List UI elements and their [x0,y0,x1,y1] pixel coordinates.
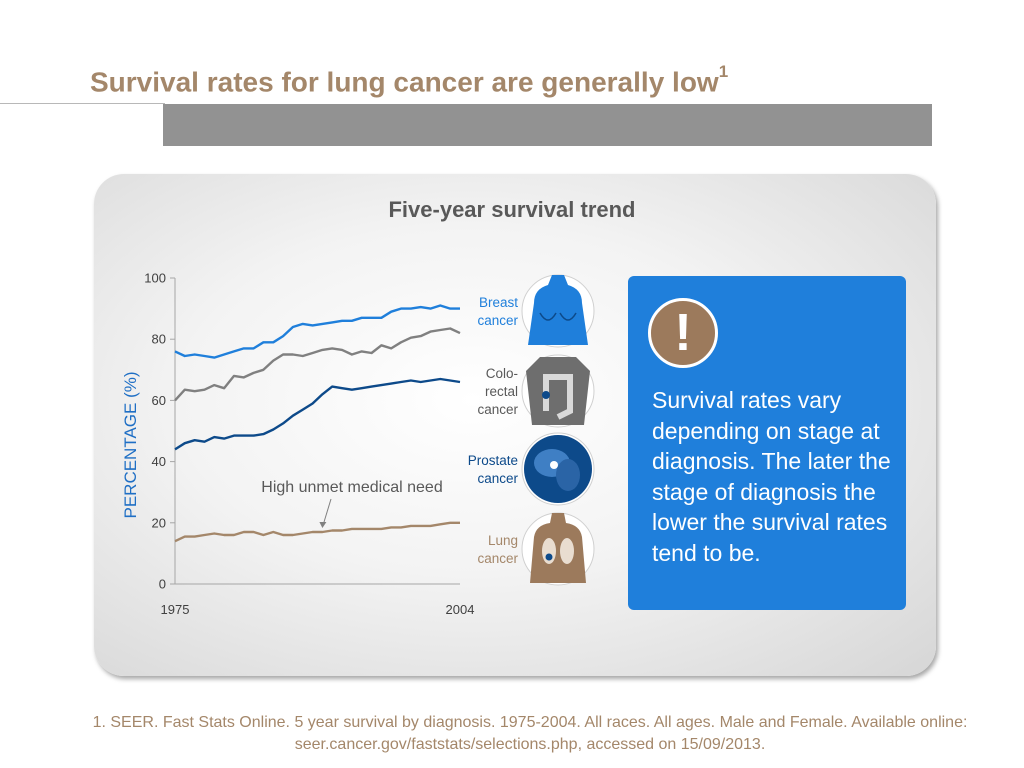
breast-icon-detail [539,312,557,321]
footnote-line-2: seer.cancer.gov/faststats/selections.php… [294,736,766,753]
series-label: cancer [477,313,518,328]
series-label: Breast [479,295,518,310]
series-label: rectal [485,384,518,399]
title-footnote-marker: 1 [718,62,729,81]
prostate-icon-detail [556,459,580,491]
y-tick-label: 100 [144,271,166,286]
series-label: cancer [477,471,518,486]
series-label: cancer [477,551,518,566]
series-label: cancer [477,402,518,417]
colon-icon [543,374,573,420]
callout-text: Survival rates vary depending on stage a… [652,387,891,566]
series-label: Colo- [486,366,518,381]
lung-icon-detail [560,538,574,564]
breast-icon-detail [559,312,577,321]
tumor-marker-icon [550,461,558,469]
annotation-label: High unmet medical need [261,479,442,496]
tumor-marker-icon [545,553,553,561]
footnote-line-1: 1. SEER. Fast Stats Online. 5 year survi… [92,714,968,731]
lung-icon-detail [542,538,556,564]
title-banner-bar [163,104,932,146]
annotation-pointer [322,498,332,525]
y-tick-label: 20 [152,515,166,530]
series-line [174,377,461,451]
colorectal-icon [526,357,590,425]
y-tick-label: 40 [152,454,166,469]
y-tick-label: 0 [159,577,166,592]
slide-title-text: Survival rates for lung cancer are gener… [90,66,719,98]
series-line [174,327,461,402]
series-label: Prostate [468,453,518,468]
y-tick-label: 80 [152,332,166,347]
lung-icon [530,513,586,583]
breast-icon [528,275,588,345]
chart-title: Five-year survival trend [388,197,636,222]
y-tick-label: 60 [152,393,166,408]
footnote: 1. SEER. Fast Stats Online. 5 year survi… [40,712,1020,756]
tumor-marker-icon [542,391,550,399]
series-line [174,304,460,359]
series-label: Lung [488,533,518,548]
x-tick-label: 1975 [161,602,190,617]
exclamation-icon: ! [648,298,718,368]
title-underline [0,103,165,104]
series-line [174,521,460,543]
annotation-arrowhead [319,521,327,528]
y-axis-title: PERCENTAGE (%) [121,371,140,518]
x-tick-label: 2004 [446,602,475,617]
slide-title: Survival rates for lung cancer are gener… [90,62,728,98]
